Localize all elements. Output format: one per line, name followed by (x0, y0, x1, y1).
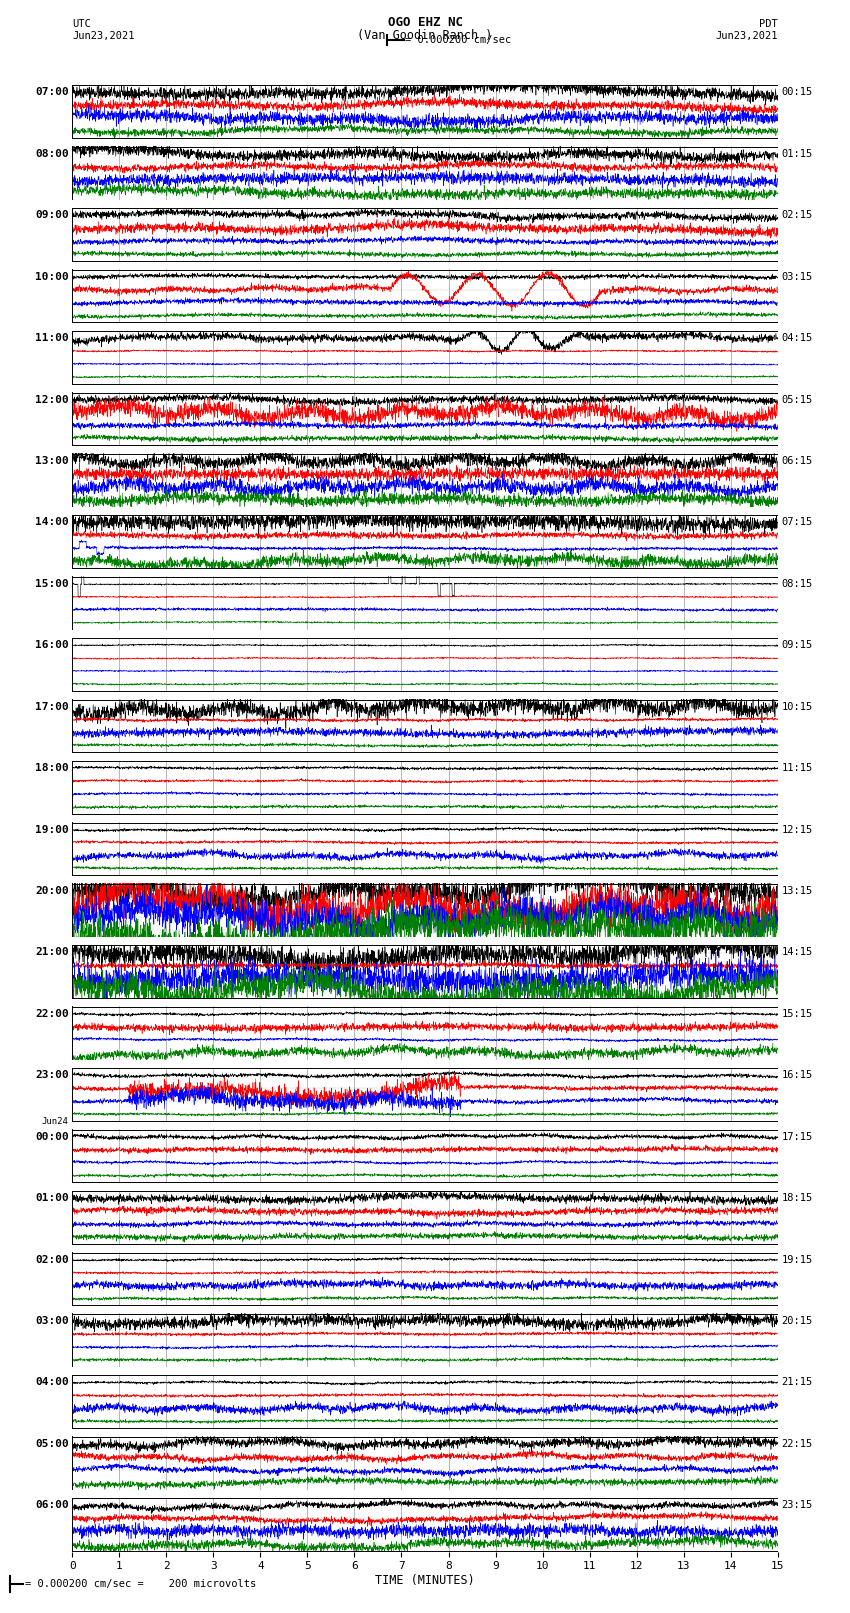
Text: 05:15: 05:15 (781, 395, 813, 405)
Text: 14:15: 14:15 (781, 947, 813, 958)
Text: Jun24: Jun24 (42, 1118, 69, 1126)
Text: 06:15: 06:15 (781, 456, 813, 466)
Text: 04:15: 04:15 (781, 334, 813, 344)
Text: Jun23,2021: Jun23,2021 (72, 31, 135, 40)
Text: 16:00: 16:00 (35, 640, 69, 650)
Text: (Van Goodin Ranch ): (Van Goodin Ranch ) (357, 29, 493, 42)
Text: 00:00: 00:00 (35, 1132, 69, 1142)
Text: 23:15: 23:15 (781, 1500, 813, 1510)
Text: 15:15: 15:15 (781, 1008, 813, 1019)
Text: 06:00: 06:00 (35, 1500, 69, 1510)
Text: 21:00: 21:00 (35, 947, 69, 958)
Text: 17:15: 17:15 (781, 1132, 813, 1142)
Text: 07:15: 07:15 (781, 518, 813, 527)
Text: 09:00: 09:00 (35, 210, 69, 221)
Text: 17:00: 17:00 (35, 702, 69, 711)
Text: PDT: PDT (759, 19, 778, 29)
Text: 12:15: 12:15 (781, 824, 813, 834)
Text: OGO EHZ NC: OGO EHZ NC (388, 16, 462, 29)
Text: = 0.000200 cm/sec: = 0.000200 cm/sec (405, 35, 512, 45)
Text: 11:00: 11:00 (35, 334, 69, 344)
Text: Jun23,2021: Jun23,2021 (715, 31, 778, 40)
Text: 21:15: 21:15 (781, 1378, 813, 1387)
Text: 04:00: 04:00 (35, 1378, 69, 1387)
Text: 20:15: 20:15 (781, 1316, 813, 1326)
Text: 00:15: 00:15 (781, 87, 813, 97)
Text: 12:00: 12:00 (35, 395, 69, 405)
Text: 14:00: 14:00 (35, 518, 69, 527)
Text: 22:15: 22:15 (781, 1439, 813, 1448)
Text: 18:15: 18:15 (781, 1194, 813, 1203)
Text: 19:00: 19:00 (35, 824, 69, 834)
Text: 05:00: 05:00 (35, 1439, 69, 1448)
Text: 16:15: 16:15 (781, 1071, 813, 1081)
Text: 10:00: 10:00 (35, 271, 69, 282)
Text: 02:00: 02:00 (35, 1255, 69, 1265)
Text: 11:15: 11:15 (781, 763, 813, 773)
Text: 07:00: 07:00 (35, 87, 69, 97)
Text: 03:15: 03:15 (781, 271, 813, 282)
Text: 13:15: 13:15 (781, 886, 813, 897)
Text: 18:00: 18:00 (35, 763, 69, 773)
Text: 08:00: 08:00 (35, 148, 69, 160)
Text: 02:15: 02:15 (781, 210, 813, 221)
Text: 01:15: 01:15 (781, 148, 813, 160)
Text: = 0.000200 cm/sec =    200 microvolts: = 0.000200 cm/sec = 200 microvolts (25, 1579, 256, 1589)
Text: 19:15: 19:15 (781, 1255, 813, 1265)
Text: 03:00: 03:00 (35, 1316, 69, 1326)
Text: 08:15: 08:15 (781, 579, 813, 589)
Text: 13:00: 13:00 (35, 456, 69, 466)
Text: 15:00: 15:00 (35, 579, 69, 589)
X-axis label: TIME (MINUTES): TIME (MINUTES) (375, 1574, 475, 1587)
Text: 01:00: 01:00 (35, 1194, 69, 1203)
Text: UTC: UTC (72, 19, 91, 29)
Text: 09:15: 09:15 (781, 640, 813, 650)
Text: 23:00: 23:00 (35, 1071, 69, 1081)
Text: 10:15: 10:15 (781, 702, 813, 711)
Text: 20:00: 20:00 (35, 886, 69, 897)
Text: 22:00: 22:00 (35, 1008, 69, 1019)
